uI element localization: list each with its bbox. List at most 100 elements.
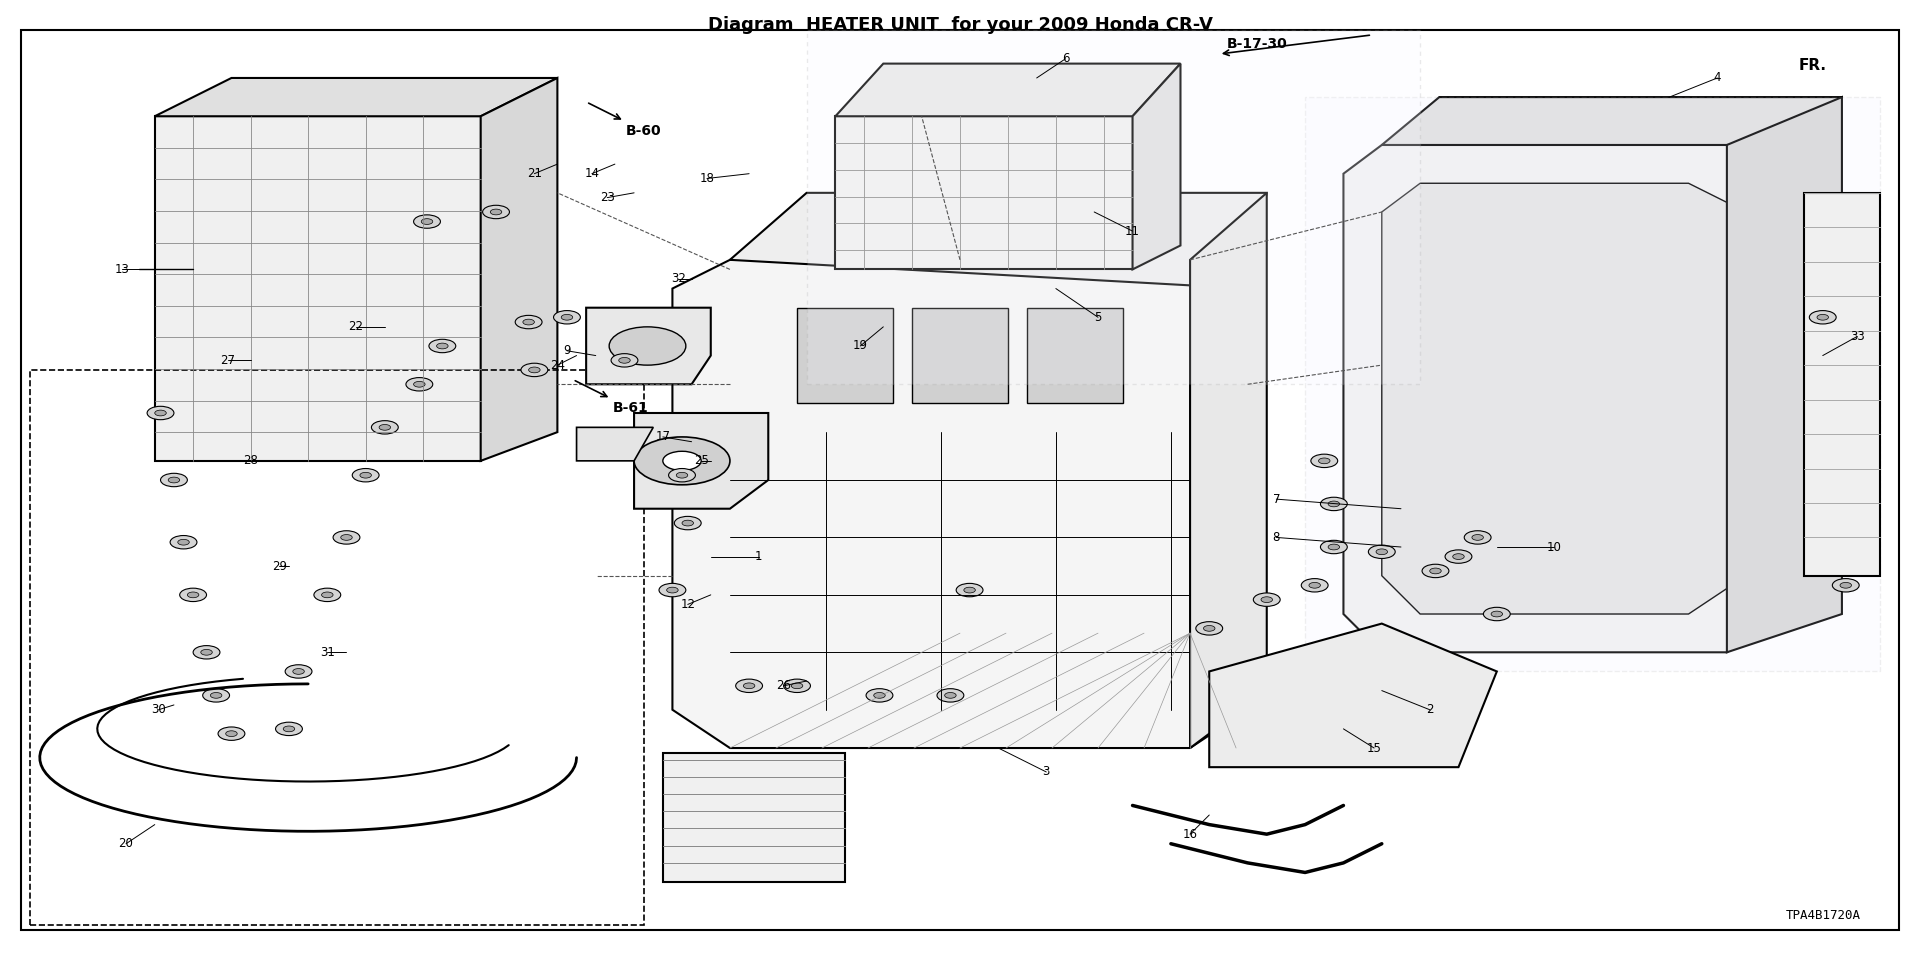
Circle shape	[662, 451, 701, 470]
Text: TPA4B1720A: TPA4B1720A	[1786, 909, 1860, 922]
Circle shape	[1839, 583, 1851, 588]
Circle shape	[1816, 315, 1828, 320]
Circle shape	[420, 219, 432, 225]
Circle shape	[371, 420, 397, 434]
Circle shape	[413, 215, 440, 228]
Circle shape	[161, 473, 188, 487]
Circle shape	[735, 679, 762, 692]
Bar	[797, 308, 893, 403]
Polygon shape	[672, 260, 1248, 748]
Text: 6: 6	[1062, 53, 1069, 65]
Circle shape	[1311, 454, 1338, 468]
Circle shape	[194, 645, 221, 659]
Circle shape	[405, 377, 432, 391]
Text: Diagram  HEATER UNIT  for your 2009 Honda CR-V: Diagram HEATER UNIT for your 2009 Honda …	[708, 16, 1212, 35]
Bar	[806, 30, 1421, 384]
Text: 20: 20	[119, 837, 134, 851]
Circle shape	[219, 727, 246, 740]
Circle shape	[1329, 501, 1340, 507]
Circle shape	[284, 726, 296, 732]
Circle shape	[1809, 311, 1836, 324]
Polygon shape	[835, 63, 1181, 116]
Circle shape	[783, 679, 810, 692]
Circle shape	[313, 588, 340, 602]
Text: 26: 26	[776, 680, 791, 692]
Circle shape	[211, 692, 223, 698]
Circle shape	[668, 468, 695, 482]
Text: 29: 29	[273, 560, 286, 573]
Text: 21: 21	[526, 167, 541, 180]
Circle shape	[428, 339, 455, 352]
Circle shape	[180, 588, 207, 602]
Text: B-17-30: B-17-30	[1227, 37, 1288, 52]
Text: 11: 11	[1125, 225, 1140, 238]
Text: 32: 32	[670, 273, 685, 285]
Text: 33: 33	[1849, 330, 1864, 343]
Text: 23: 23	[599, 191, 614, 204]
Circle shape	[1321, 497, 1348, 511]
Polygon shape	[1210, 624, 1498, 767]
Circle shape	[937, 688, 964, 702]
Text: 25: 25	[693, 454, 708, 468]
Circle shape	[1430, 568, 1442, 574]
Text: 30: 30	[152, 704, 165, 716]
Circle shape	[1321, 540, 1348, 554]
Circle shape	[204, 688, 230, 702]
Circle shape	[866, 688, 893, 702]
Circle shape	[609, 326, 685, 365]
Text: B-61: B-61	[612, 401, 649, 416]
Bar	[1306, 97, 1880, 671]
Polygon shape	[1133, 63, 1181, 270]
Circle shape	[286, 664, 311, 678]
Circle shape	[791, 683, 803, 688]
Circle shape	[674, 516, 701, 530]
Circle shape	[1261, 597, 1273, 603]
Circle shape	[659, 584, 685, 597]
Text: 9: 9	[563, 345, 570, 357]
Circle shape	[1377, 549, 1388, 555]
Bar	[1027, 308, 1123, 403]
Polygon shape	[1190, 193, 1267, 748]
Circle shape	[1204, 626, 1215, 632]
Polygon shape	[1382, 97, 1841, 145]
Circle shape	[227, 731, 238, 736]
Text: 15: 15	[1367, 741, 1382, 755]
Circle shape	[1465, 531, 1492, 544]
Text: 4: 4	[1713, 71, 1720, 84]
Circle shape	[611, 353, 637, 367]
Circle shape	[436, 343, 447, 348]
Circle shape	[964, 588, 975, 593]
Circle shape	[561, 315, 572, 320]
Polygon shape	[576, 427, 653, 461]
Circle shape	[332, 531, 359, 544]
Circle shape	[1302, 579, 1329, 592]
Circle shape	[682, 520, 693, 526]
Text: FR.: FR.	[1799, 58, 1826, 73]
Circle shape	[1453, 554, 1465, 560]
Circle shape	[169, 477, 180, 483]
Text: 12: 12	[680, 598, 695, 611]
Circle shape	[202, 649, 213, 655]
Bar	[912, 308, 1008, 403]
Text: B-60: B-60	[626, 124, 662, 137]
Circle shape	[528, 367, 540, 372]
Polygon shape	[730, 193, 1267, 289]
Circle shape	[321, 592, 332, 598]
Circle shape	[351, 468, 378, 482]
Polygon shape	[1382, 183, 1745, 614]
Circle shape	[1423, 564, 1450, 578]
Circle shape	[634, 437, 730, 485]
Text: 1: 1	[755, 550, 762, 564]
Circle shape	[522, 319, 534, 324]
Circle shape	[618, 357, 630, 363]
Text: 5: 5	[1094, 311, 1102, 324]
Text: 28: 28	[244, 454, 257, 468]
Circle shape	[1446, 550, 1473, 564]
Polygon shape	[1726, 97, 1841, 652]
Circle shape	[340, 535, 351, 540]
Circle shape	[666, 588, 678, 593]
Circle shape	[1832, 579, 1859, 592]
Circle shape	[743, 683, 755, 688]
Polygon shape	[662, 753, 845, 882]
Circle shape	[413, 381, 424, 387]
